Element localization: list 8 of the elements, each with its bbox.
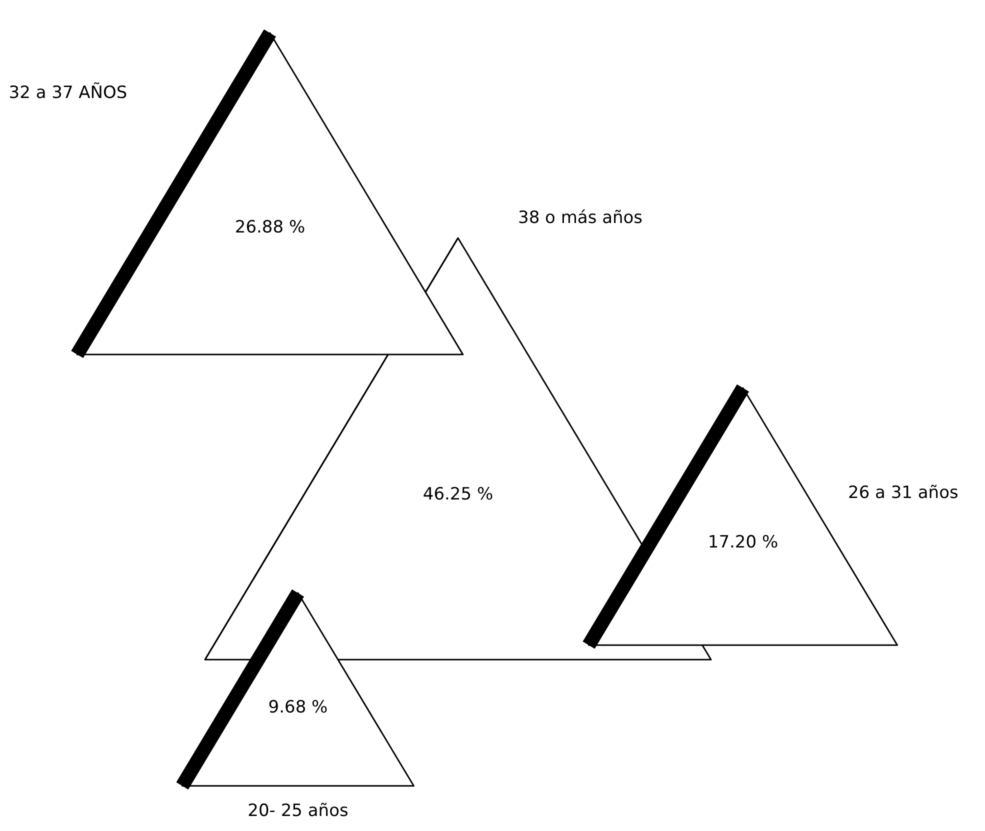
category-label: 32 a 37 AÑOS (8, 82, 128, 103)
data-label: 17.20 % (708, 532, 778, 552)
category-label: 26 a 31 años (848, 483, 958, 503)
category-label: 38 o más años (518, 208, 643, 228)
category-label: 20- 25 años (248, 801, 348, 821)
data-label: 46.25 % (422, 484, 494, 504)
data-label: 26.88 % (234, 217, 306, 238)
data-label: 9.68 % (268, 698, 328, 718)
